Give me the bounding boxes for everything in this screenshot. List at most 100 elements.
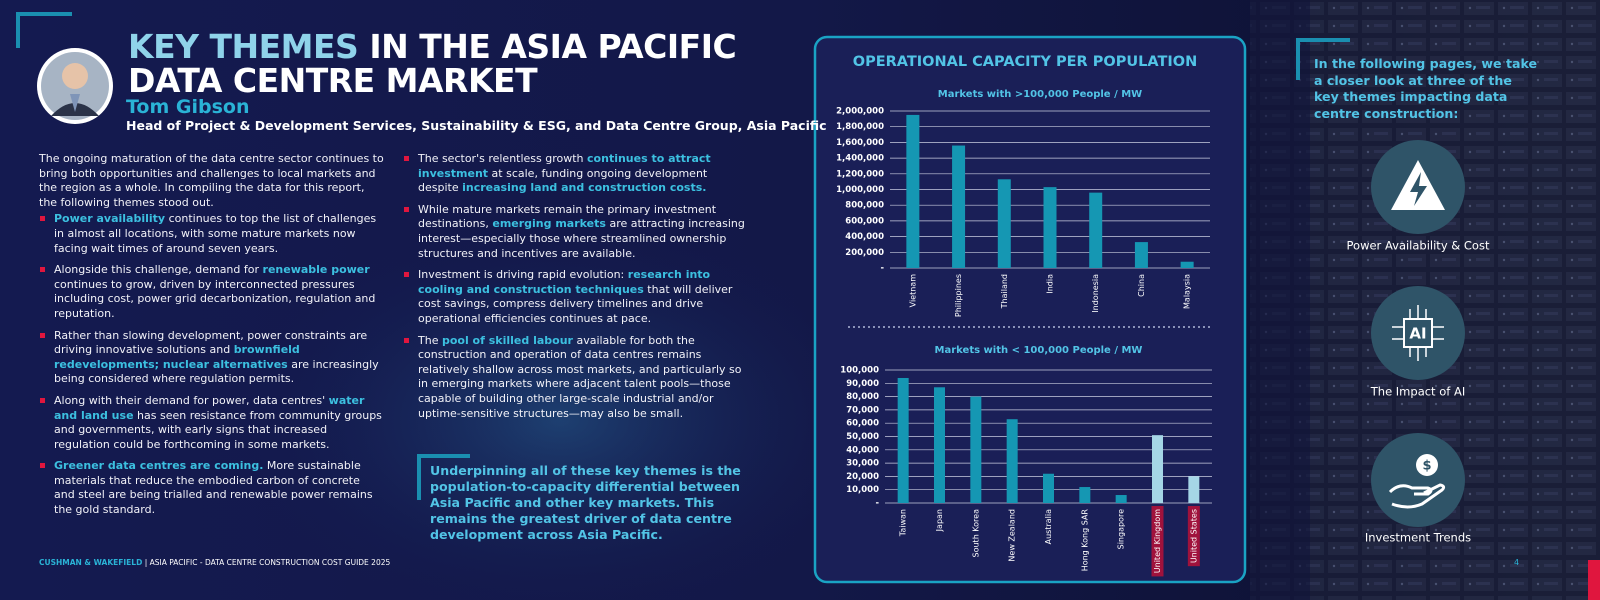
x-tick-label: Hong Kong SAR xyxy=(1080,509,1089,572)
footer-brand: CUSHMAN & WAKEFIELD xyxy=(39,558,143,567)
x-tick-label: United States xyxy=(1189,509,1198,563)
icon-power xyxy=(1371,140,1465,234)
page-number: 4 xyxy=(1514,558,1520,567)
y-tick-label: 1,600,000 xyxy=(836,138,884,148)
pull-quote: Underpinning all of these key themes is … xyxy=(430,463,741,542)
highlight: brownfield redevelopments; nuclear alter… xyxy=(54,343,300,371)
bar xyxy=(1152,435,1163,503)
text-run: More sustainable materials that reduce t… xyxy=(54,459,373,517)
chart-subtitle: Markets with >100,000 People / MW xyxy=(938,89,1142,100)
y-tick-label: 400,000 xyxy=(845,232,884,242)
bar xyxy=(1043,473,1054,503)
bar xyxy=(1043,187,1057,268)
bar xyxy=(970,396,982,503)
y-tick-label: 2,000,000 xyxy=(836,107,884,117)
highlight: water and land use xyxy=(54,393,365,422)
bar xyxy=(997,179,1011,268)
y-tick-label: 1,400,000 xyxy=(836,154,884,164)
bullet: Along with their demand for power, data … xyxy=(39,394,384,452)
bullet: Power availability continues to top the … xyxy=(39,212,384,256)
y-tick-label: 1,800,000 xyxy=(836,122,884,132)
bullet-list: The sector's relentless growth continues… xyxy=(403,152,748,421)
x-tick-label: Singapore xyxy=(1117,509,1126,549)
x-tick-label: New Zealand xyxy=(1008,509,1017,562)
icon-text: $ xyxy=(1422,459,1431,474)
title-line: DATA CENTRE MARKET xyxy=(128,61,538,100)
y-tick-label: 70,000 xyxy=(846,405,879,415)
footer: CUSHMAN & WAKEFIELD | ASIA PACIFIC - DAT… xyxy=(39,558,390,567)
bullet-list: Power availability continues to top the … xyxy=(39,212,384,517)
highlight: Power availability xyxy=(54,212,166,226)
title-line: KEY THEMES IN THE ASIA PACIFIC xyxy=(128,27,737,66)
bar xyxy=(906,114,920,268)
text-run: Along with their demand for power, data … xyxy=(54,393,329,407)
title: KEY THEMES IN THE ASIA PACIFIC DATA CENT… xyxy=(128,27,737,100)
x-tick-label: Japan xyxy=(935,509,944,532)
bullet: Rather than slowing development, power c… xyxy=(39,329,384,387)
title-text: IN THE ASIA PACIFIC xyxy=(369,27,737,66)
x-tick-label: Vietnam xyxy=(908,274,917,308)
text-run: Alongside this challenge, demand for xyxy=(54,263,263,277)
icon-ai: AI xyxy=(1371,286,1465,380)
highlight: increasing land and construction costs. xyxy=(462,181,707,195)
y-tick-label: 30,000 xyxy=(846,459,879,469)
text-run: has seen resistance from community group… xyxy=(54,408,382,451)
y-tick-label: 90,000 xyxy=(846,379,879,389)
sidebar-intro: In the following pages, we take a closer… xyxy=(1314,56,1538,121)
text-run: are attracting increasing interest—espec… xyxy=(418,217,745,260)
text-run: Investment is driving rapid evolution: xyxy=(418,268,628,282)
y-tick-label: 50,000 xyxy=(846,432,879,442)
x-tick-label: Malaysia xyxy=(1183,274,1192,309)
text-run: While mature markets remain the primary … xyxy=(418,202,717,231)
intro-paragraph: The ongoing maturation of the data centr… xyxy=(39,152,384,209)
text-run: that will deliver cost savings, compress… xyxy=(418,282,733,325)
x-tick-label: China xyxy=(1137,274,1146,297)
label-highlight xyxy=(1151,506,1164,577)
highlight: pool of skilled labour xyxy=(441,333,573,347)
x-tick-label: Taiwan xyxy=(899,509,908,537)
author: Tom Gibson xyxy=(126,96,250,118)
chart-subtitle: Markets with < 100,000 People / MW xyxy=(935,345,1143,356)
highlight: Greener data centres are coming. xyxy=(54,459,264,473)
text-run: at scale, funding ongoing development de… xyxy=(418,166,708,195)
theme-label: Investment Trends xyxy=(1365,531,1471,545)
x-tick-label: Thailand xyxy=(1000,274,1009,309)
bullet: Greener data centres are coming. More su… xyxy=(39,459,384,517)
text-run: continues to grow, driven by interconnec… xyxy=(54,277,376,320)
bar xyxy=(952,145,966,268)
right-column: The sector's relentless growth continues… xyxy=(403,152,748,428)
y-tick-label: 40,000 xyxy=(846,445,879,455)
text-run: Rather than slowing development, power c… xyxy=(54,328,368,357)
text-run: available for both the construction and … xyxy=(418,333,742,420)
x-tick-label: United Kingdom xyxy=(1153,509,1162,573)
bar xyxy=(1079,487,1091,503)
y-tick-label: 1,000,000 xyxy=(836,185,884,195)
text-run: continues to top the list of challenges … xyxy=(54,212,377,255)
bar xyxy=(1006,419,1018,503)
highlight: continues to attract investment xyxy=(418,152,711,180)
theme-label: The Impact of AI xyxy=(1370,385,1465,399)
bar xyxy=(1134,242,1148,268)
y-tick-label: 100,000 xyxy=(840,366,879,376)
x-tick-label: South Korea xyxy=(971,509,980,558)
bar xyxy=(1115,495,1127,503)
x-tick-label: Philippines xyxy=(954,274,963,317)
footer-separator: | xyxy=(144,558,148,567)
y-tick-label: 1,200,000 xyxy=(836,169,884,179)
title-highlight: KEY THEMES xyxy=(128,27,359,66)
highlight: renewable power xyxy=(262,263,370,277)
highlight: emerging markets xyxy=(492,217,606,231)
bar xyxy=(1180,261,1194,268)
panel-title: OPERATIONAL CAPACITY PER POPULATION xyxy=(853,54,1197,70)
x-tick-label: Australia xyxy=(1044,509,1053,544)
bar xyxy=(934,387,945,503)
author-role: Head of Project & Development Services, … xyxy=(126,118,827,133)
y-tick-label: - xyxy=(875,499,879,509)
x-tick-label: India xyxy=(1046,274,1055,294)
y-tick-label: - xyxy=(880,264,884,274)
y-tick-label: 20,000 xyxy=(846,472,879,482)
theme-label: Power Availability & Cost xyxy=(1347,239,1490,253)
